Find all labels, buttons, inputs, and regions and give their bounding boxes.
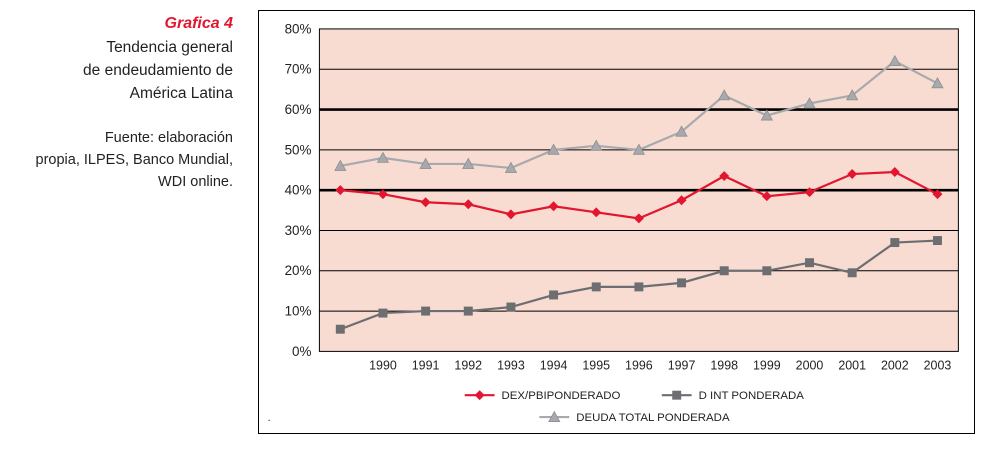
svg-text:1993: 1993 <box>497 358 525 372</box>
source-line: propia, ILPES, Banco Mundial, <box>35 152 233 168</box>
figure-subtitle: Tendencia general de endeudamiento de Am… <box>0 36 233 105</box>
svg-text:0%: 0% <box>292 344 311 359</box>
svg-text:DEUDA TOTAL PONDERADA: DEUDA TOTAL PONDERADA <box>576 412 730 424</box>
svg-text:DEX/PBIPONDERADO: DEX/PBIPONDERADO <box>502 390 621 402</box>
chart-container: 0% 10% 20% 30% 40% 50% 60% 70% 80% 1990 1991 1992 19… <box>258 10 975 434</box>
svg-text:60%: 60% <box>285 102 312 117</box>
source-line: WDI online. <box>158 174 233 190</box>
svg-text:.: . <box>268 412 271 424</box>
svg-text:1996: 1996 <box>625 358 653 372</box>
svg-text:1995: 1995 <box>582 358 610 372</box>
svg-text:70%: 70% <box>285 62 312 77</box>
svg-text:2002: 2002 <box>881 358 909 372</box>
svg-text:1992: 1992 <box>454 358 482 372</box>
subtitle-line: Tendencia general <box>106 39 233 56</box>
figure-source: Fuente: elaboración propia, ILPES, Banco… <box>0 127 233 193</box>
svg-text:1998: 1998 <box>710 358 738 372</box>
svg-text:1994: 1994 <box>540 358 568 372</box>
svg-text:40%: 40% <box>285 183 312 198</box>
svg-text:D INT PONDERADA: D INT PONDERADA <box>699 390 805 402</box>
subtitle-line: América Latina <box>129 85 233 102</box>
svg-text:2003: 2003 <box>924 358 952 372</box>
svg-text:1990: 1990 <box>369 358 397 372</box>
svg-text:2001: 2001 <box>838 358 866 372</box>
svg-text:80%: 80% <box>285 21 312 36</box>
svg-text:20%: 20% <box>285 263 312 278</box>
svg-text:1991: 1991 <box>412 358 440 372</box>
svg-text:2000: 2000 <box>796 358 824 372</box>
svg-text:1999: 1999 <box>753 358 781 372</box>
line-chart: 0% 10% 20% 30% 40% 50% 60% 70% 80% 1990 1991 1992 19… <box>268 21 959 424</box>
subtitle-line: de endeudamiento de <box>83 62 233 79</box>
svg-text:10%: 10% <box>285 304 312 319</box>
figure-title: Grafica 4 <box>164 15 233 32</box>
source-line: Fuente: elaboración <box>104 130 233 146</box>
svg-text:50%: 50% <box>285 142 312 157</box>
svg-text:1997: 1997 <box>668 358 696 372</box>
svg-text:30%: 30% <box>285 223 312 238</box>
figure-caption: Grafica 4 Tendencia general de endeudami… <box>0 12 233 193</box>
